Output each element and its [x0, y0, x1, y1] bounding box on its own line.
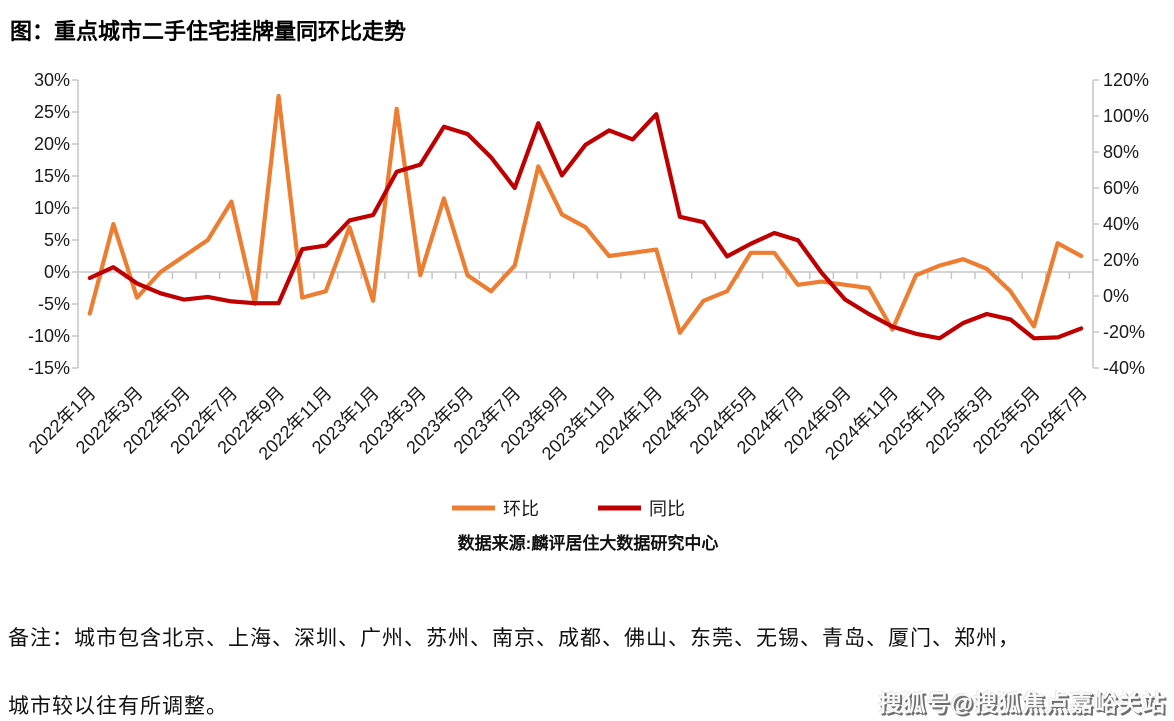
left-axis-tick-label: 0% — [44, 262, 70, 282]
left-axis-tick-label: 5% — [44, 230, 70, 250]
chart-legend: 环比 同比 — [452, 499, 685, 519]
chart-axes — [72, 79, 1099, 369]
left-axis-tick-label: 20% — [34, 134, 70, 154]
left-axis-labels: 30% 25% 20% 15% 10% 5% 0% -5% -10% -15% — [28, 70, 70, 378]
chart-title: 图：重点城市二手住宅挂牌量同环比走势 — [10, 19, 407, 44]
legend-label-mom: 环比 — [503, 499, 539, 519]
legend-label-yoy: 同比 — [649, 499, 685, 519]
footnote-line-2: 城市较以往有所调整。 — [8, 694, 228, 718]
right-axis-labels: 120% 100% 80% 60% 40% 20% 0% -20% -40% — [1103, 70, 1149, 378]
right-axis-tick-label: -20% — [1103, 322, 1145, 342]
footnote-line-1: 备注：城市包含北京、上海、深圳、广州、苏州、南京、成都、佛山、东莞、无锡、青岛、… — [8, 626, 1020, 650]
left-axis-tick-label: -5% — [38, 294, 70, 314]
series-line-mom — [87, 93, 1084, 335]
right-axis-tick-label: 80% — [1103, 142, 1139, 162]
x-axis-labels: 2022年1月2022年3月2022年5月2022年7月2022年9月2022年… — [25, 383, 1091, 464]
left-axis-tick-label: 30% — [34, 70, 70, 90]
chart-series — [87, 93, 1084, 341]
right-axis-tick-label: -40% — [1103, 358, 1145, 378]
right-axis-tick-label: 20% — [1103, 250, 1139, 270]
right-axis-tick-label: 60% — [1103, 178, 1139, 198]
data-source: 数据来源:麟评居住大数据研究中心 — [458, 533, 719, 553]
watermark: 搜狐号@搜狐焦点嘉峪关站 — [878, 690, 1166, 716]
right-axis-tick-label: 100% — [1103, 106, 1149, 126]
left-axis-tick-label: 25% — [34, 102, 70, 122]
left-axis-tick-label: 15% — [34, 166, 70, 186]
right-axis-tick-label: 120% — [1103, 70, 1149, 90]
right-axis-tick-label: 0% — [1103, 286, 1129, 306]
series-line-yoy — [87, 112, 1084, 341]
right-axis-tick-label: 40% — [1103, 214, 1139, 234]
left-axis-tick-label: 10% — [34, 198, 70, 218]
trend-line-chart: 2022年1月2022年3月2022年5月2022年7月2022年9月2022年… — [25, 70, 1149, 553]
left-axis-tick-label: -15% — [28, 358, 70, 378]
left-axis-tick-label: -10% — [28, 326, 70, 346]
